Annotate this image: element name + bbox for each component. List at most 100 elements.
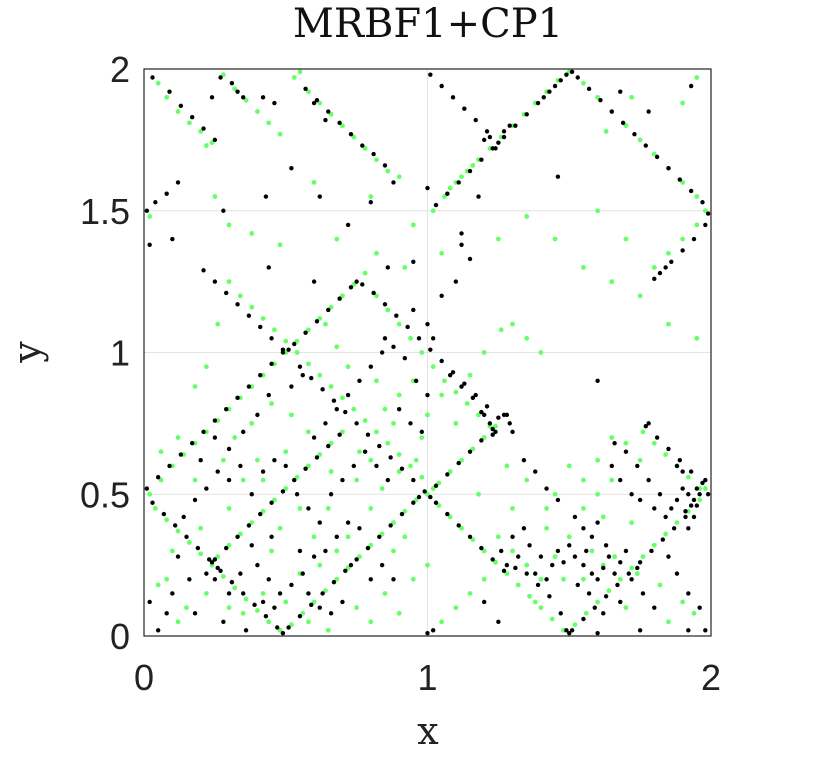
black-data-point <box>535 582 541 588</box>
green-data-point <box>237 293 243 299</box>
black-data-point <box>280 630 286 636</box>
black-data-point <box>572 514 578 520</box>
green-data-point <box>184 605 189 611</box>
black-data-point <box>221 619 226 625</box>
green-data-point <box>158 477 164 483</box>
green-data-point <box>374 293 379 299</box>
green-data-point <box>340 123 345 129</box>
black-data-point <box>201 268 206 273</box>
black-data-point <box>385 477 391 483</box>
black-data-point <box>422 489 427 494</box>
green-data-point <box>402 534 408 540</box>
black-data-point <box>337 432 342 437</box>
black-data-point <box>235 89 240 94</box>
black-data-point <box>666 554 671 559</box>
green-data-point <box>232 585 238 591</box>
black-data-point <box>238 571 243 576</box>
green-data-point <box>249 231 255 236</box>
black-data-point <box>595 378 600 384</box>
green-data-point <box>685 474 691 480</box>
black-data-point <box>309 602 314 608</box>
black-data-point <box>377 534 382 539</box>
black-data-point <box>646 477 651 483</box>
black-data-point <box>635 565 640 571</box>
black-data-point <box>555 548 561 554</box>
black-data-point <box>249 543 254 548</box>
black-data-point <box>405 324 410 330</box>
black-data-point <box>252 602 257 608</box>
black-data-point <box>226 477 232 483</box>
black-data-point <box>490 426 495 432</box>
black-data-point <box>470 395 476 401</box>
black-data-point <box>694 503 700 508</box>
green-data-point <box>612 554 618 560</box>
green-data-point <box>680 599 686 605</box>
black-data-point <box>456 460 461 466</box>
green-data-point <box>459 525 464 531</box>
x-tick-label: 0 <box>134 657 154 698</box>
y-tick-label: 1 <box>110 333 130 374</box>
black-data-point <box>348 285 354 290</box>
black-data-point <box>379 350 385 355</box>
black-data-point <box>306 506 311 511</box>
black-data-point <box>243 628 249 633</box>
green-data-point <box>283 599 289 605</box>
green-data-point <box>198 551 204 557</box>
green-data-point <box>595 457 600 463</box>
green-data-point <box>581 477 586 483</box>
black-data-point <box>482 412 487 418</box>
black-data-point <box>484 129 490 134</box>
black-data-point <box>221 208 226 213</box>
black-data-point <box>368 364 373 369</box>
black-data-point <box>496 140 501 145</box>
black-data-point <box>326 307 331 313</box>
black-data-point <box>612 571 617 576</box>
black-data-point <box>459 384 464 389</box>
black-data-point <box>323 117 328 123</box>
black-data-point <box>572 554 578 559</box>
green-data-point <box>374 157 379 163</box>
green-data-point <box>306 619 311 625</box>
green-data-point <box>425 562 430 568</box>
green-data-point <box>419 350 425 355</box>
green-data-point <box>663 531 669 537</box>
black-data-point <box>263 613 269 619</box>
green-data-point <box>368 542 374 548</box>
black-data-point <box>482 599 487 605</box>
green-data-point <box>538 350 544 355</box>
green-data-point <box>476 412 481 418</box>
black-data-point <box>445 511 450 517</box>
black-data-point <box>564 72 569 77</box>
black-data-point <box>170 236 175 242</box>
green-data-point <box>198 128 204 134</box>
black-data-point <box>229 579 235 585</box>
black-data-point <box>241 95 246 100</box>
black-data-point <box>691 236 697 242</box>
black-data-point <box>479 438 484 443</box>
black-data-point <box>555 174 561 179</box>
green-data-point <box>382 406 388 412</box>
black-data-point <box>595 630 600 636</box>
black-data-point <box>521 458 527 463</box>
black-data-point <box>320 387 325 392</box>
green-data-point <box>544 525 549 531</box>
black-data-point <box>263 194 269 199</box>
black-data-point <box>575 75 580 80</box>
green-data-point <box>410 222 416 228</box>
black-data-point <box>416 494 422 500</box>
green-data-point <box>385 307 391 313</box>
black-data-point <box>598 97 603 103</box>
green-data-point <box>572 622 578 628</box>
green-data-point <box>634 571 640 577</box>
black-data-point <box>396 407 402 412</box>
green-data-point <box>453 389 459 395</box>
green-data-point <box>243 97 249 103</box>
black-data-point <box>569 628 575 633</box>
green-data-point <box>340 395 345 401</box>
green-data-point <box>609 279 615 285</box>
black-data-point <box>473 392 478 398</box>
black-data-point <box>204 486 209 491</box>
black-data-point <box>603 594 609 599</box>
green-data-point <box>396 469 402 474</box>
green-data-point <box>249 520 255 525</box>
